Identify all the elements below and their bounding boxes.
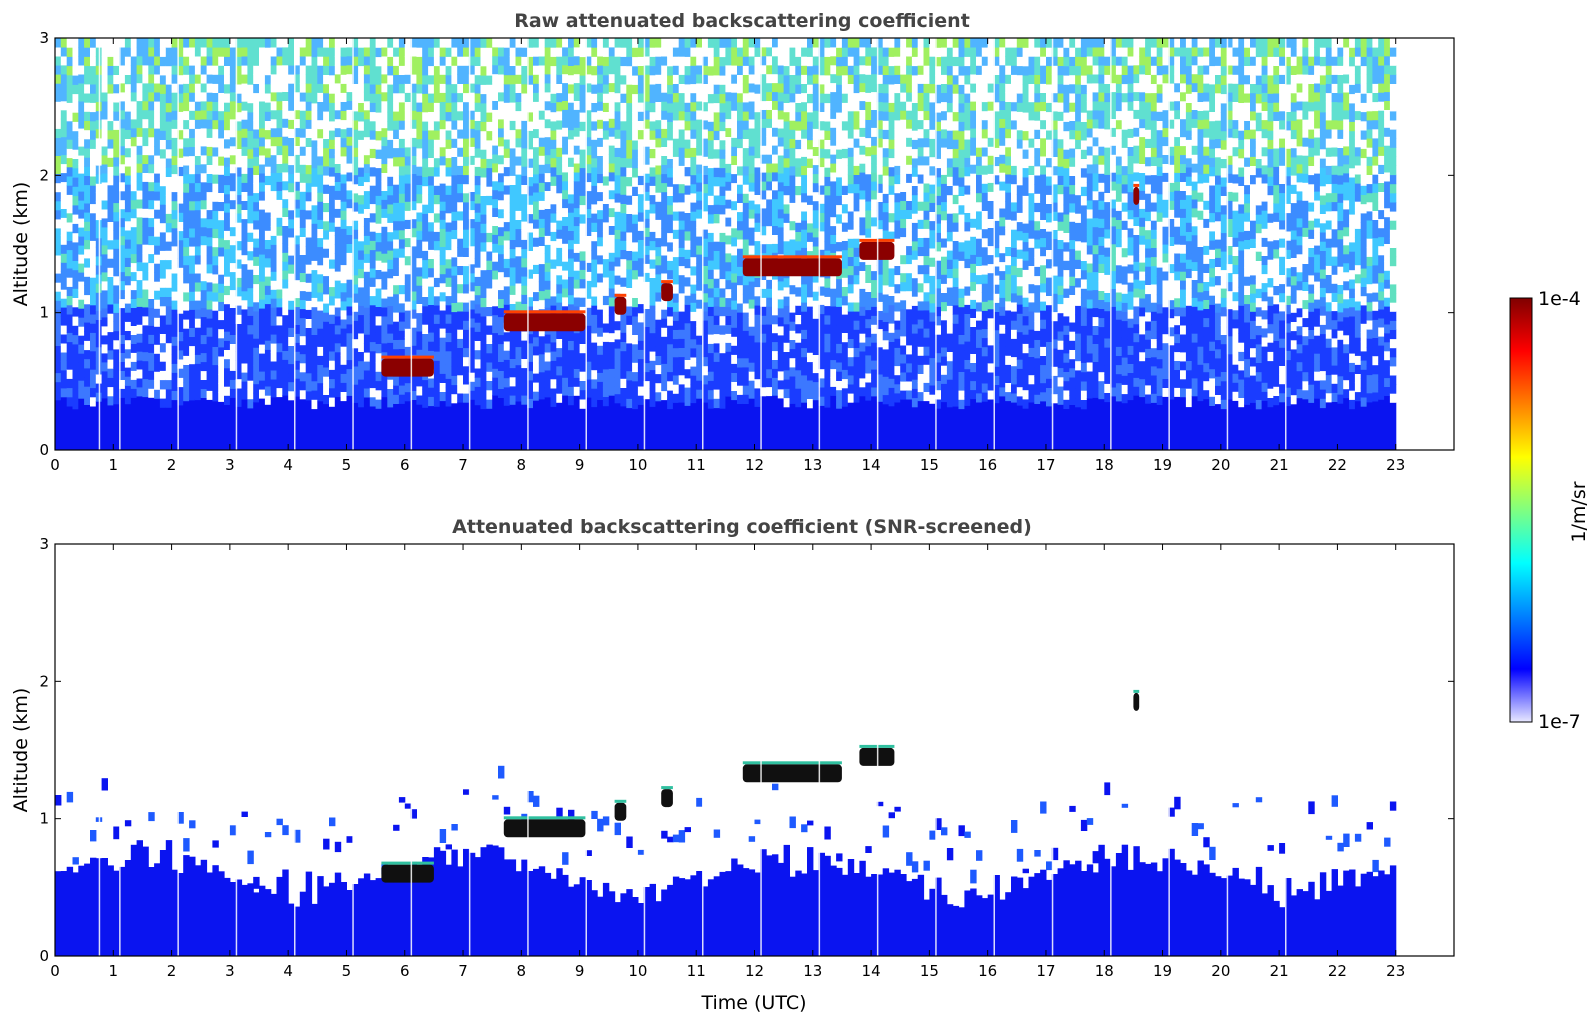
y-tick-label: 1 xyxy=(39,810,49,828)
x-tick-label: 9 xyxy=(575,962,585,980)
raw-backscatter-image xyxy=(55,38,1397,450)
x-tick-label: 0 xyxy=(50,456,60,474)
raw-panel-y-ticks: 0 1 2 3 xyxy=(39,29,1454,459)
x-tick-label: 5 xyxy=(342,962,352,980)
x-tick-label: 18 xyxy=(1095,962,1114,980)
screened-panel-y-ticks: 0 1 2 3 xyxy=(39,535,1454,965)
x-tick-label: 20 xyxy=(1211,962,1230,980)
raw-backscatter-panel: Raw attenuated backscattering coefficien… xyxy=(10,10,1455,474)
colorbar-unit-label: 1/m/sr xyxy=(1568,481,1590,542)
screened-backscatter-panel: Attenuated backscattering coefficient (S… xyxy=(10,516,1455,1014)
y-tick-label: 1 xyxy=(39,304,49,322)
x-tick-label: 13 xyxy=(803,456,822,474)
x-tick-label: 4 xyxy=(283,456,293,474)
colorbar-max-label: 1e-4 xyxy=(1538,288,1581,310)
x-tick-label: 17 xyxy=(1036,962,1055,980)
y-tick-label: 0 xyxy=(39,947,49,965)
x-tick-label: 14 xyxy=(862,962,881,980)
x-tick-label: 0 xyxy=(50,962,60,980)
x-tick-label: 18 xyxy=(1095,456,1114,474)
x-axis-label: Time (UTC) xyxy=(700,992,806,1014)
x-tick-label: 5 xyxy=(342,456,352,474)
x-tick-label: 12 xyxy=(745,456,764,474)
x-tick-label: 8 xyxy=(517,962,527,980)
x-tick-label: 11 xyxy=(687,962,706,980)
x-tick-label: 11 xyxy=(687,456,706,474)
x-tick-label: 10 xyxy=(628,962,647,980)
colorbar-scale xyxy=(1509,297,1533,723)
x-tick-label: 6 xyxy=(400,962,410,980)
x-tick-label: 7 xyxy=(458,962,468,980)
raw-panel-x-ticks: 0 1 2 3 4 5 6 7 8 9 10 11 12 13 14 15 16 17 18 19 20 21 22 23 xyxy=(50,38,1405,474)
x-tick-label: 19 xyxy=(1153,962,1172,980)
x-tick-label: 23 xyxy=(1386,962,1405,980)
x-tick-label: 23 xyxy=(1386,456,1405,474)
x-tick-label: 22 xyxy=(1328,962,1347,980)
x-tick-label: 1 xyxy=(109,962,119,980)
x-tick-label: 21 xyxy=(1270,962,1289,980)
colorbar-min-label: 1e-7 xyxy=(1538,711,1581,733)
x-tick-label: 21 xyxy=(1270,456,1289,474)
x-tick-label: 19 xyxy=(1153,456,1172,474)
screened-panel-title: Attenuated backscattering coefficient (S… xyxy=(452,516,1032,538)
y-tick-label: 2 xyxy=(39,166,49,184)
x-tick-label: 4 xyxy=(283,962,293,980)
x-tick-label: 6 xyxy=(400,456,410,474)
x-tick-label: 8 xyxy=(517,456,527,474)
x-tick-label: 15 xyxy=(920,962,939,980)
screened-panel-y-label: Altitude (km) xyxy=(10,688,32,813)
x-tick-label: 3 xyxy=(225,962,235,980)
x-tick-label: 9 xyxy=(575,456,585,474)
x-tick-label: 16 xyxy=(978,962,997,980)
colorbar: 1e-4 1e-7 1/m/sr xyxy=(1509,288,1590,733)
x-tick-label: 13 xyxy=(803,962,822,980)
x-tick-label: 2 xyxy=(167,456,177,474)
y-tick-label: 3 xyxy=(39,535,49,553)
screened-panel-x-ticks: 0 1 2 3 4 5 6 7 8 9 10 11 12 13 14 15 16 17 18 19 20 21 22 23 xyxy=(50,544,1405,980)
x-tick-label: 3 xyxy=(225,456,235,474)
y-tick-label: 3 xyxy=(39,29,49,47)
y-tick-label: 2 xyxy=(39,672,49,690)
x-tick-label: 7 xyxy=(458,456,468,474)
x-tick-label: 15 xyxy=(920,456,939,474)
x-tick-label: 10 xyxy=(628,456,647,474)
x-tick-label: 12 xyxy=(745,962,764,980)
raw-panel-y-label: Altitude (km) xyxy=(10,182,32,307)
x-tick-label: 16 xyxy=(978,456,997,474)
x-tick-label: 20 xyxy=(1211,456,1230,474)
x-tick-label: 22 xyxy=(1328,456,1347,474)
x-tick-label: 1 xyxy=(109,456,119,474)
screened-backscatter-image xyxy=(55,544,1397,956)
raw-panel-title: Raw attenuated backscattering coefficien… xyxy=(514,10,970,32)
y-tick-label: 0 xyxy=(39,441,49,459)
x-tick-label: 17 xyxy=(1036,456,1055,474)
x-tick-label: 14 xyxy=(862,456,881,474)
x-tick-label: 2 xyxy=(167,962,177,980)
